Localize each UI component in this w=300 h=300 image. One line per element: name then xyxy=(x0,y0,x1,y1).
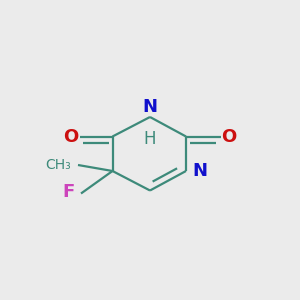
Text: F: F xyxy=(62,183,74,201)
Text: H: H xyxy=(144,130,156,148)
Text: O: O xyxy=(221,128,236,146)
Text: N: N xyxy=(142,98,158,116)
Text: N: N xyxy=(192,162,207,180)
Text: CH₃: CH₃ xyxy=(45,158,70,172)
Text: O: O xyxy=(64,128,79,146)
